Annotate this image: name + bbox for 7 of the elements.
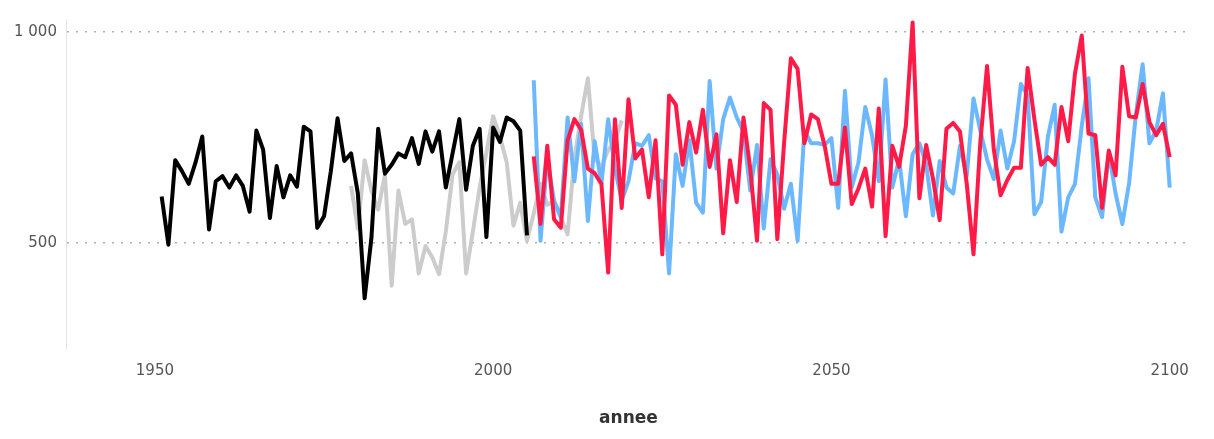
y-tick-label: 500 (28, 232, 57, 251)
x-tick-label: 1950 (135, 361, 174, 380)
x-axis-title: annee (599, 407, 658, 428)
x-tick-label: 2050 (812, 361, 851, 380)
x-tick-label: 2000 (474, 361, 513, 380)
x-tick-label: 2100 (1150, 361, 1189, 380)
y-tick-label: 1 000 (13, 21, 57, 40)
